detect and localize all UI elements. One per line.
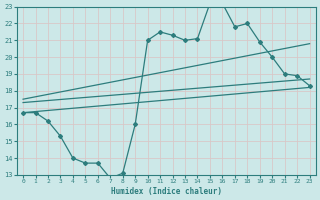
X-axis label: Humidex (Indice chaleur): Humidex (Indice chaleur) — [111, 187, 222, 196]
